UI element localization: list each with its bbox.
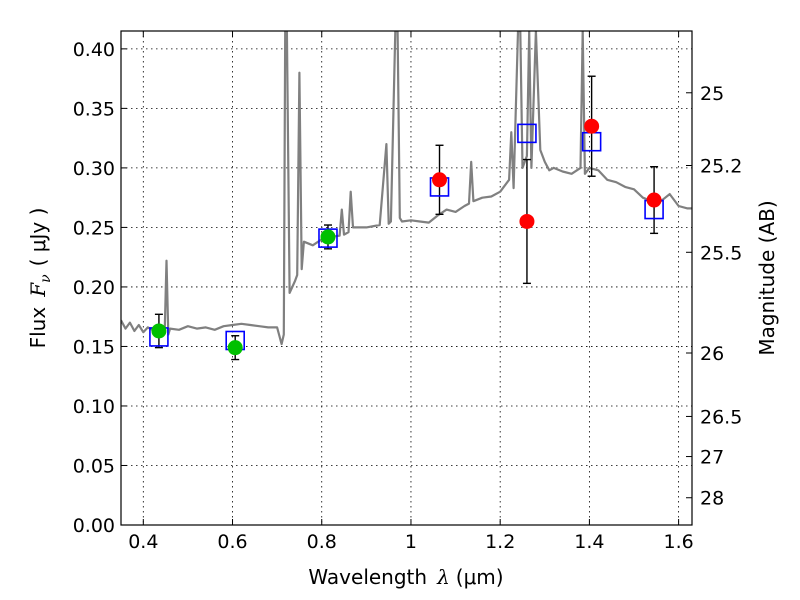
- observed-point: [320, 229, 336, 245]
- grid-lines: [121, 31, 692, 526]
- y-axis-title: FluxFν( μJy ): [26, 208, 54, 349]
- right-tick-label: 28: [700, 488, 724, 510]
- observed-point: [584, 118, 600, 134]
- right-axis-title: Magnitude (AB): [755, 200, 779, 355]
- y-tick-label: 0.00: [73, 515, 115, 537]
- x-tick-label: 0.8: [307, 531, 337, 553]
- errorbars-layer: [154, 75, 659, 361]
- right-tick-label: 27: [700, 447, 724, 469]
- x-tick-label: 1.6: [664, 531, 694, 553]
- observed-point: [646, 192, 662, 208]
- y-tick-label: 0.10: [73, 396, 115, 418]
- right-tick-label: 26: [700, 343, 724, 365]
- right-axis-ticks: 25 25.2 25.5 26 26.5 27 28: [686, 83, 742, 510]
- x-tick-label: 0.4: [128, 531, 158, 553]
- y-tick-label: 0.05: [73, 455, 115, 477]
- x-tick-label: 1: [405, 531, 417, 553]
- observed-point: [519, 213, 535, 229]
- model-spectrum-line: [121, 31, 692, 346]
- y-tick-label: 0.25: [73, 217, 115, 239]
- x-tick-label: 1.2: [485, 531, 515, 553]
- model-band-square: [517, 123, 537, 144]
- right-tick-label: 26.5: [700, 406, 742, 428]
- model-spectrum-layer: [121, 31, 692, 346]
- x-tick-label: 0.6: [217, 531, 247, 553]
- right-tick-label: 25: [700, 83, 724, 105]
- y-tick-label: 0.35: [73, 98, 115, 120]
- model-band-square: [318, 228, 338, 248]
- observed-point: [151, 323, 167, 339]
- observed-point: [227, 340, 243, 356]
- x-axis-ticks: 0.4 0.6 0.8 1 1.2 1.4 1.6: [128, 31, 694, 553]
- right-tick-label: 25.2: [700, 156, 742, 178]
- y-tick-label: 0.40: [73, 39, 115, 61]
- x-tick-label: 1.4: [574, 531, 604, 553]
- y-tick-label: 0.15: [73, 336, 115, 358]
- model-band-squares-layer: [149, 123, 664, 351]
- observed-point: [432, 172, 448, 188]
- plot-frame: [120, 30, 693, 526]
- right-tick-label: 25.5: [700, 242, 742, 264]
- y-tick-label: 0.30: [73, 158, 115, 180]
- x-axis-title: Wavelength λ (μm): [308, 565, 503, 589]
- y-tick-label: 0.20: [73, 277, 115, 299]
- observed-points-layer: [151, 118, 662, 356]
- y-axis-ticks: 0.00 0.05 0.10 0.15 0.20 0.25 0.30 0.35 0.40: [73, 39, 127, 537]
